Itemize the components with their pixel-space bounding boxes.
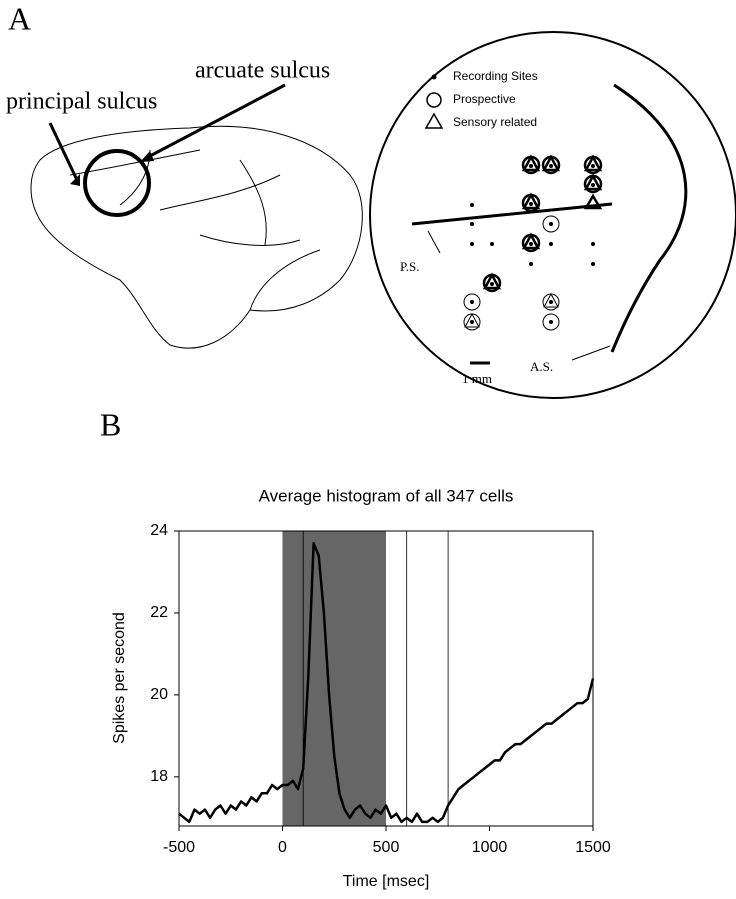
arcuate-line	[610, 83, 688, 353]
principal-line	[411, 202, 613, 226]
x-tick-label: 0	[278, 839, 287, 856]
chart-title: Average histogram of all 347 cells	[259, 486, 514, 505]
scale-label: 1 mm	[462, 371, 492, 386]
x-tick-label: 1000	[472, 839, 508, 856]
legend-label: Recording Sites	[453, 69, 538, 83]
region-circle	[83, 149, 151, 217]
panel-label: B	[100, 406, 121, 442]
x-tick-label: 500	[373, 839, 400, 856]
site-markers	[463, 154, 603, 331]
legend-label: Sensory related	[453, 115, 537, 129]
arrow	[48, 122, 79, 181]
y-tick-label: 18	[150, 768, 168, 785]
y-tick-label: 22	[150, 604, 168, 621]
data-line	[178, 542, 595, 824]
x-tick-label: -500	[163, 839, 195, 856]
pointer	[571, 345, 611, 361]
map-label: A.S.	[530, 359, 553, 374]
x-axis-label: Time [msec]	[343, 873, 430, 890]
arrow	[147, 83, 286, 159]
y-tick-label: 24	[150, 522, 168, 539]
shaded-region	[282, 531, 386, 826]
arrow-head	[70, 174, 80, 186]
panel-label: A	[8, 0, 31, 36]
arrow-head	[140, 151, 154, 162]
legend-label: Prospective	[453, 92, 516, 106]
y-axis-label: Spikes per second	[111, 612, 128, 744]
x-tick-label: 1500	[575, 839, 611, 856]
brain-label: arcuate sulcus	[195, 58, 330, 84]
map-label: P.S.	[400, 259, 420, 274]
y-tick-label: 20	[150, 686, 168, 703]
brain-label: principal sulcus	[6, 89, 157, 115]
pointer	[427, 230, 441, 254]
legend-symbol	[426, 92, 442, 108]
brain-drawing	[30, 125, 363, 349]
map-circle	[369, 31, 736, 399]
legend-symbol	[431, 74, 437, 80]
legend-symbol	[424, 112, 444, 129]
